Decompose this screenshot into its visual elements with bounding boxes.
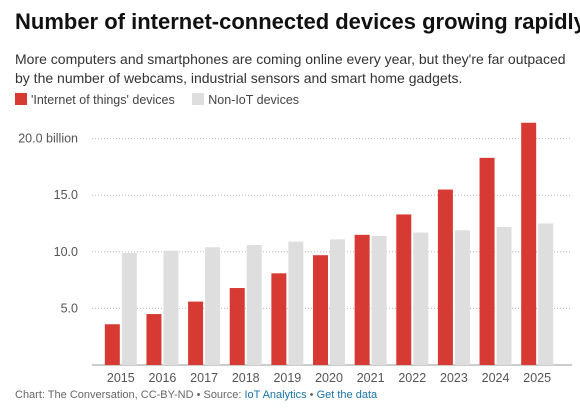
bar-non-iot xyxy=(330,239,345,365)
legend-swatch-non-iot xyxy=(192,93,205,105)
legend-label-iot: 'Internet of things' devices xyxy=(31,93,175,107)
bar-iot xyxy=(354,234,370,365)
x-tick-label: 2025 xyxy=(523,371,551,385)
y-tick-label: 15.0 xyxy=(54,188,78,202)
bar-iot xyxy=(313,255,328,365)
bar-iot xyxy=(146,314,162,365)
y-tick-label: 5.0 xyxy=(61,301,78,315)
legend: 'Internet of things' devices Non-IoT dev… xyxy=(15,93,313,107)
bar-non-iot xyxy=(413,232,429,365)
bar-iot xyxy=(437,189,453,365)
bar-iot xyxy=(104,324,120,365)
x-tick-label: 2016 xyxy=(149,371,177,385)
x-tick-label: 2021 xyxy=(357,371,385,385)
legend-item-iot: 'Internet of things' devices xyxy=(15,93,175,107)
x-tick-label: 2023 xyxy=(440,371,468,385)
bar-non-iot xyxy=(538,223,554,365)
bar-non-iot xyxy=(496,226,512,365)
bar-non-iot xyxy=(454,230,470,365)
legend-item-non-iot: Non-IoT devices xyxy=(192,93,299,107)
bar-non-iot xyxy=(246,245,262,365)
bar-non-iot xyxy=(121,252,137,365)
bar-iot xyxy=(188,301,204,365)
x-tick-label: 2022 xyxy=(398,371,426,385)
x-tick-label: 2020 xyxy=(315,371,343,385)
footer-credit: Chart: The Conversation, CC-BY-ND xyxy=(15,389,194,401)
bar-iot xyxy=(271,273,287,365)
x-tick-label: 2018 xyxy=(232,371,260,385)
bar-iot xyxy=(521,122,537,365)
footer-separator-data: • xyxy=(306,389,317,401)
source-link[interactable]: IoT Analytics xyxy=(244,389,307,401)
bar-iot xyxy=(396,214,412,365)
bar-iot xyxy=(229,288,245,365)
y-tick-label: 20.0 billion xyxy=(18,132,78,146)
chart-title: Number of internet-connected devices gro… xyxy=(15,9,580,34)
bar-non-iot xyxy=(288,241,304,365)
footer-separator-source: • Source: xyxy=(193,389,245,401)
x-tick-label: 2017 xyxy=(190,371,218,385)
x-tick-label: 2019 xyxy=(273,371,301,385)
legend-label-non-iot: Non-IoT devices xyxy=(208,93,300,107)
x-tick-label: 2015 xyxy=(107,371,135,385)
get-the-data-link[interactable]: Get the data xyxy=(316,389,378,401)
bar-non-iot xyxy=(163,250,179,365)
y-tick-label: 10.0 xyxy=(54,245,78,259)
chart-subtitle: More computers and smartphones are comin… xyxy=(15,51,566,86)
bar-non-iot xyxy=(205,247,221,365)
legend-swatch-iot xyxy=(15,93,27,105)
bar-non-iot xyxy=(371,235,387,365)
bar-iot xyxy=(479,157,495,365)
x-tick-label: 2024 xyxy=(482,371,510,385)
chart-footer: Chart: The Conversation, CC-BY-ND • Sour… xyxy=(15,389,377,401)
